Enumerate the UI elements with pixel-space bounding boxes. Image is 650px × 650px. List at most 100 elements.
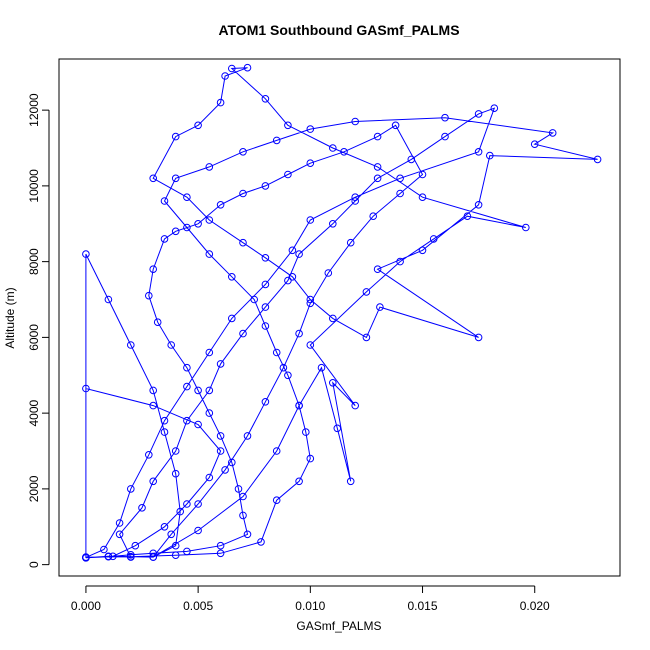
data-point	[82, 250, 90, 258]
data-point	[149, 553, 157, 561]
data-point	[295, 477, 303, 486]
data-point	[205, 473, 214, 482]
data-point	[429, 235, 438, 243]
data-point	[228, 64, 236, 73]
data-point	[261, 303, 270, 311]
data-point	[239, 492, 247, 501]
data-point	[490, 104, 499, 112]
data-point	[149, 174, 157, 183]
data-point	[239, 329, 247, 338]
x-axis: 0.000 0.005 0.010 0.015 0.020	[71, 585, 550, 613]
data-point	[205, 348, 214, 357]
data-point	[329, 220, 337, 228]
data-point	[346, 477, 355, 486]
data-point	[272, 348, 281, 357]
data-point	[216, 201, 225, 209]
data-point	[351, 197, 360, 205]
data-point	[82, 554, 90, 562]
data-point	[216, 447, 225, 455]
data-point	[149, 477, 157, 486]
data-point	[149, 549, 157, 558]
data-point	[351, 117, 360, 126]
data-point	[306, 295, 315, 304]
data-point	[306, 454, 315, 463]
x-tick-label: 0.010	[295, 599, 325, 613]
data-point	[109, 552, 117, 561]
data-point	[138, 504, 146, 512]
data-point	[486, 151, 494, 160]
data-point	[115, 530, 124, 539]
y-tick-label: 12000	[27, 93, 41, 127]
data-point	[329, 144, 337, 152]
data-point	[115, 519, 124, 527]
data-point	[340, 148, 348, 156]
data-point	[362, 288, 371, 296]
data-point	[234, 485, 243, 493]
data-point	[333, 424, 342, 433]
data-point	[295, 329, 303, 338]
data-point	[548, 129, 557, 137]
data-point	[82, 384, 90, 393]
data-point	[228, 314, 236, 323]
data-point	[373, 132, 382, 141]
series-line	[85, 67, 598, 559]
data-point	[369, 212, 378, 220]
data-point	[216, 549, 225, 558]
data-point	[160, 523, 169, 531]
data-point	[167, 530, 175, 539]
data-point	[149, 386, 157, 395]
data-point	[373, 163, 382, 171]
data-point	[216, 98, 225, 107]
data-point	[329, 314, 337, 323]
data-point	[127, 552, 135, 561]
data-point	[243, 63, 252, 72]
data-point	[104, 295, 113, 304]
data-point	[317, 363, 326, 372]
data-point	[396, 257, 404, 266]
data-point	[205, 386, 214, 395]
data-point	[176, 507, 184, 516]
data-point	[194, 500, 202, 508]
data-point	[171, 447, 180, 455]
data-point	[149, 265, 157, 274]
data-point	[261, 322, 270, 330]
data-point	[183, 416, 191, 425]
data-point	[216, 541, 225, 550]
x-tick-label: 0.005	[183, 599, 213, 613]
data-point	[205, 216, 214, 224]
data-point	[205, 409, 214, 417]
data-point	[216, 360, 225, 368]
data-point	[306, 159, 315, 167]
data-point	[171, 551, 180, 560]
data-point	[216, 432, 225, 440]
data-point	[463, 212, 472, 220]
data-point	[418, 246, 427, 255]
x-tick-label: 0.020	[520, 599, 550, 613]
data-point	[104, 552, 113, 561]
data-point	[171, 132, 180, 141]
data-point	[272, 136, 281, 145]
data-point	[100, 545, 108, 554]
data-point	[183, 363, 191, 372]
data-point	[284, 371, 292, 380]
data-point	[351, 401, 360, 410]
data-point	[418, 193, 427, 201]
y-tick-label: 2000	[27, 475, 41, 502]
data-point	[284, 121, 292, 130]
data-point	[171, 227, 180, 236]
data-point	[183, 547, 191, 556]
data-point	[183, 193, 191, 201]
data-point	[194, 220, 202, 228]
x-axis-label: GASmf_PALMS	[296, 619, 381, 633]
data-point	[261, 182, 270, 190]
data-point	[593, 155, 602, 164]
y-tick-label: 6000	[27, 324, 41, 351]
data-point	[257, 538, 265, 546]
data-point	[160, 197, 169, 205]
data-point	[160, 428, 169, 436]
data-point	[396, 189, 404, 198]
data-point	[194, 386, 202, 395]
data-point	[391, 121, 400, 130]
data-point	[306, 216, 315, 224]
data-point	[418, 170, 427, 179]
